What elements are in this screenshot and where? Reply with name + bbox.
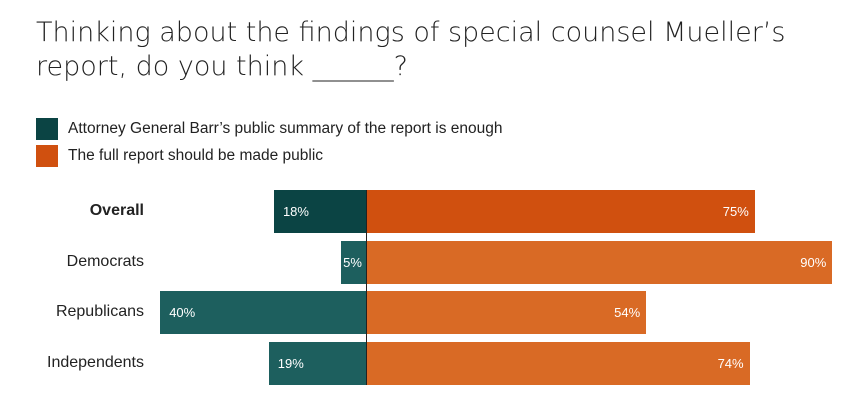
chart-title: Thinking about the findings of special c… (36, 17, 786, 82)
category-label: Democrats (66, 252, 144, 270)
legend-label: The full report should be made public (68, 147, 324, 164)
bar-barr-summary (273, 190, 367, 233)
data-label: 54% (614, 305, 641, 321)
category-label: Independents (47, 354, 144, 372)
bar-full-report (367, 240, 833, 284)
bar-barr-summary (160, 291, 367, 335)
data-label: 74% (717, 356, 744, 372)
legend-label: Attorney General Barr’s public summary o… (68, 120, 503, 137)
bar-full-report (367, 291, 647, 335)
bar-full-report (367, 342, 750, 386)
bar-full-report (367, 190, 755, 233)
data-label: 90% (800, 254, 827, 270)
category-label: Overall (89, 202, 144, 219)
data-label: 19% (277, 356, 304, 372)
data-label: 18% (282, 204, 309, 219)
data-label: 40% (169, 305, 196, 321)
bar-barr-summary (268, 342, 367, 386)
data-label: 75% (722, 204, 749, 219)
legend-item-barr: Attorney General Barr’s public summary o… (36, 118, 503, 140)
category-label: Republicans (55, 303, 144, 321)
bar-barr-summary (341, 240, 367, 284)
zero-axis (366, 190, 367, 385)
legend-item-full: The full report should be made public (36, 145, 323, 167)
legend-swatch (36, 118, 58, 140)
legend-swatch (36, 145, 58, 167)
data-label: 5% (343, 254, 362, 270)
